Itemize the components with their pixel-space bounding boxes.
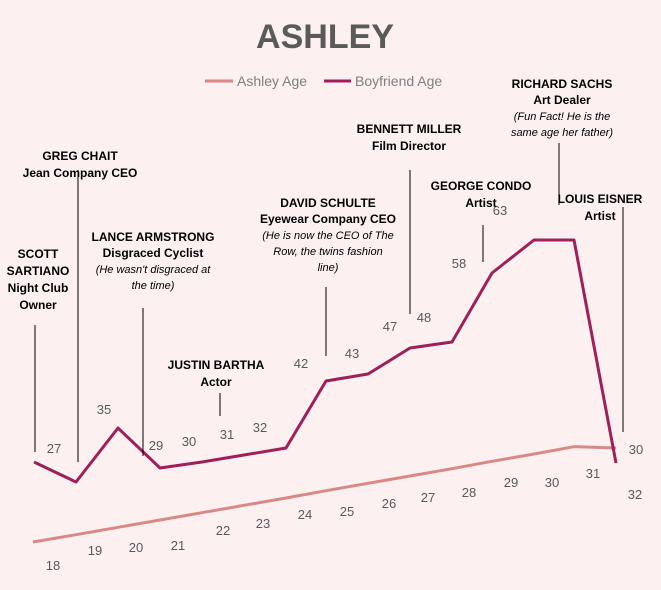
annotation-title: SCOTT — [18, 247, 59, 261]
boyfriend-age-label: 43 — [345, 346, 359, 361]
ashley-age-label: 32 — [628, 487, 642, 502]
ashley-age-series — [32, 445, 617, 544]
annotation-title: Jean Company CEO — [23, 166, 138, 180]
annotation-lance-armstrong: LANCE ARMSTRONG Disgraced Cyclist (He wasn… — [92, 230, 215, 292]
ashley-age-label: 30 — [545, 475, 559, 490]
annotation-title: DAVID SCHULTE — [280, 196, 376, 210]
boyfriend-age-label: 29 — [149, 438, 163, 453]
ashley-age-label: 22 — [216, 523, 230, 538]
annotation-note: same age her father) — [511, 127, 613, 139]
annotation-title: Artist — [584, 209, 615, 223]
chart-title: ASHLEY — [256, 18, 394, 56]
annotation-david-schulte: DAVID SCHULTE Eyewear Company CEO (He is n… — [260, 196, 396, 274]
annotation-title: BENNETT MILLER — [357, 122, 462, 136]
boyfriend-age-label: 27 — [47, 441, 61, 456]
ashley-age-line — [32, 445, 617, 544]
ashley-age-label: 18 — [46, 558, 60, 573]
boyfriend-age-label: 42 — [294, 356, 308, 371]
ashley-age-label: 23 — [256, 516, 270, 531]
ashley-age-label: 29 — [504, 475, 518, 490]
annotation-leaders — [34, 143, 624, 462]
annotation-title: Night Club — [8, 281, 69, 295]
ashley-age-label: 25 — [340, 504, 354, 519]
data-labels: 18 19 20 21 22 23 24 25 26 27 28 29 30 31 32 27 35 29 30 31… — [46, 203, 643, 573]
ashley-age-label: 21 — [171, 538, 185, 553]
boyfriend-age-label: 30 — [629, 442, 643, 457]
boyfriend-age-label: 48 — [417, 310, 431, 325]
ashley-age-label: 24 — [298, 507, 312, 522]
annotation-greg-chait: GREG CHAIT Jean Company CEO — [23, 149, 138, 180]
boyfriend-age-line — [33, 238, 618, 484]
legend: Ashley Age Boyfriend Age — [205, 73, 442, 89]
boyfriend-age-label: 35 — [97, 402, 111, 417]
annotation-justin-bartha: JUSTIN BARTHA Actor — [168, 358, 265, 389]
boyfriend-age-label: 31 — [220, 427, 234, 442]
boyfriend-age-series — [33, 238, 618, 484]
annotation-title: Actor — [200, 375, 232, 389]
annotation-title: Eyewear Company CEO — [260, 212, 396, 226]
annotation-title: JUSTIN BARTHA — [168, 358, 265, 372]
annotation-title: Owner — [19, 298, 57, 312]
annotations: SCOTT SARTIANO Night Club Owner GREG CHAIT Je… — [7, 77, 643, 389]
annotation-title: GEORGE CONDO — [431, 179, 532, 193]
boyfriend-age-label: 30 — [182, 434, 196, 449]
annotation-title: SARTIANO — [7, 264, 70, 278]
ashley-age-label: 20 — [129, 540, 143, 555]
annotation-richard-sachs: RICHARD SACHS Art Dealer (Fun Fact! He is … — [511, 77, 613, 139]
annotation-title: Artist — [465, 196, 496, 210]
legend-label-ashley-age: Ashley Age — [237, 73, 307, 89]
annotation-title: Art Dealer — [533, 93, 591, 107]
annotation-note: (Fun Fact! He is the — [514, 111, 611, 123]
ashley-age-label: 27 — [421, 490, 435, 505]
ashley-age-label: 26 — [382, 496, 396, 511]
annotation-title: Disgraced Cyclist — [103, 246, 204, 260]
boyfriend-age-label: 47 — [383, 319, 397, 334]
boyfriend-age-label: 63 — [493, 203, 507, 218]
annotation-title: Film Director — [372, 139, 446, 153]
annotation-louis-eisner: LOUIS EISNER Artist — [558, 192, 643, 223]
annotation-title: GREG CHAIT — [42, 149, 118, 163]
boyfriend-age-label: 32 — [253, 420, 267, 435]
legend-label-boyfriend-age: Boyfriend Age — [355, 73, 442, 89]
annotation-title: LOUIS EISNER — [558, 192, 643, 206]
annotation-note: the time) — [132, 280, 175, 292]
annotation-george-condo: GEORGE CONDO Artist — [431, 179, 532, 210]
annotation-note: (He wasn't disgraced at — [96, 264, 212, 276]
annotation-note: Row, the twins fashion — [273, 246, 382, 258]
annotation-note: (He is now the CEO of The — [262, 230, 393, 242]
annotation-title: LANCE ARMSTRONG — [92, 230, 215, 244]
annotation-scott-sartiano: SCOTT SARTIANO Night Club Owner — [7, 247, 70, 312]
annotation-title: RICHARD SACHS — [512, 77, 613, 91]
boyfriend-age-label: 58 — [452, 256, 466, 271]
ashley-age-label: 28 — [462, 485, 476, 500]
ashley-age-label: 19 — [88, 543, 102, 558]
annotation-bennett-miller: BENNETT MILLER Film Director — [357, 122, 462, 153]
ashley-age-label: 31 — [586, 466, 600, 481]
annotation-note: line) — [318, 262, 339, 274]
